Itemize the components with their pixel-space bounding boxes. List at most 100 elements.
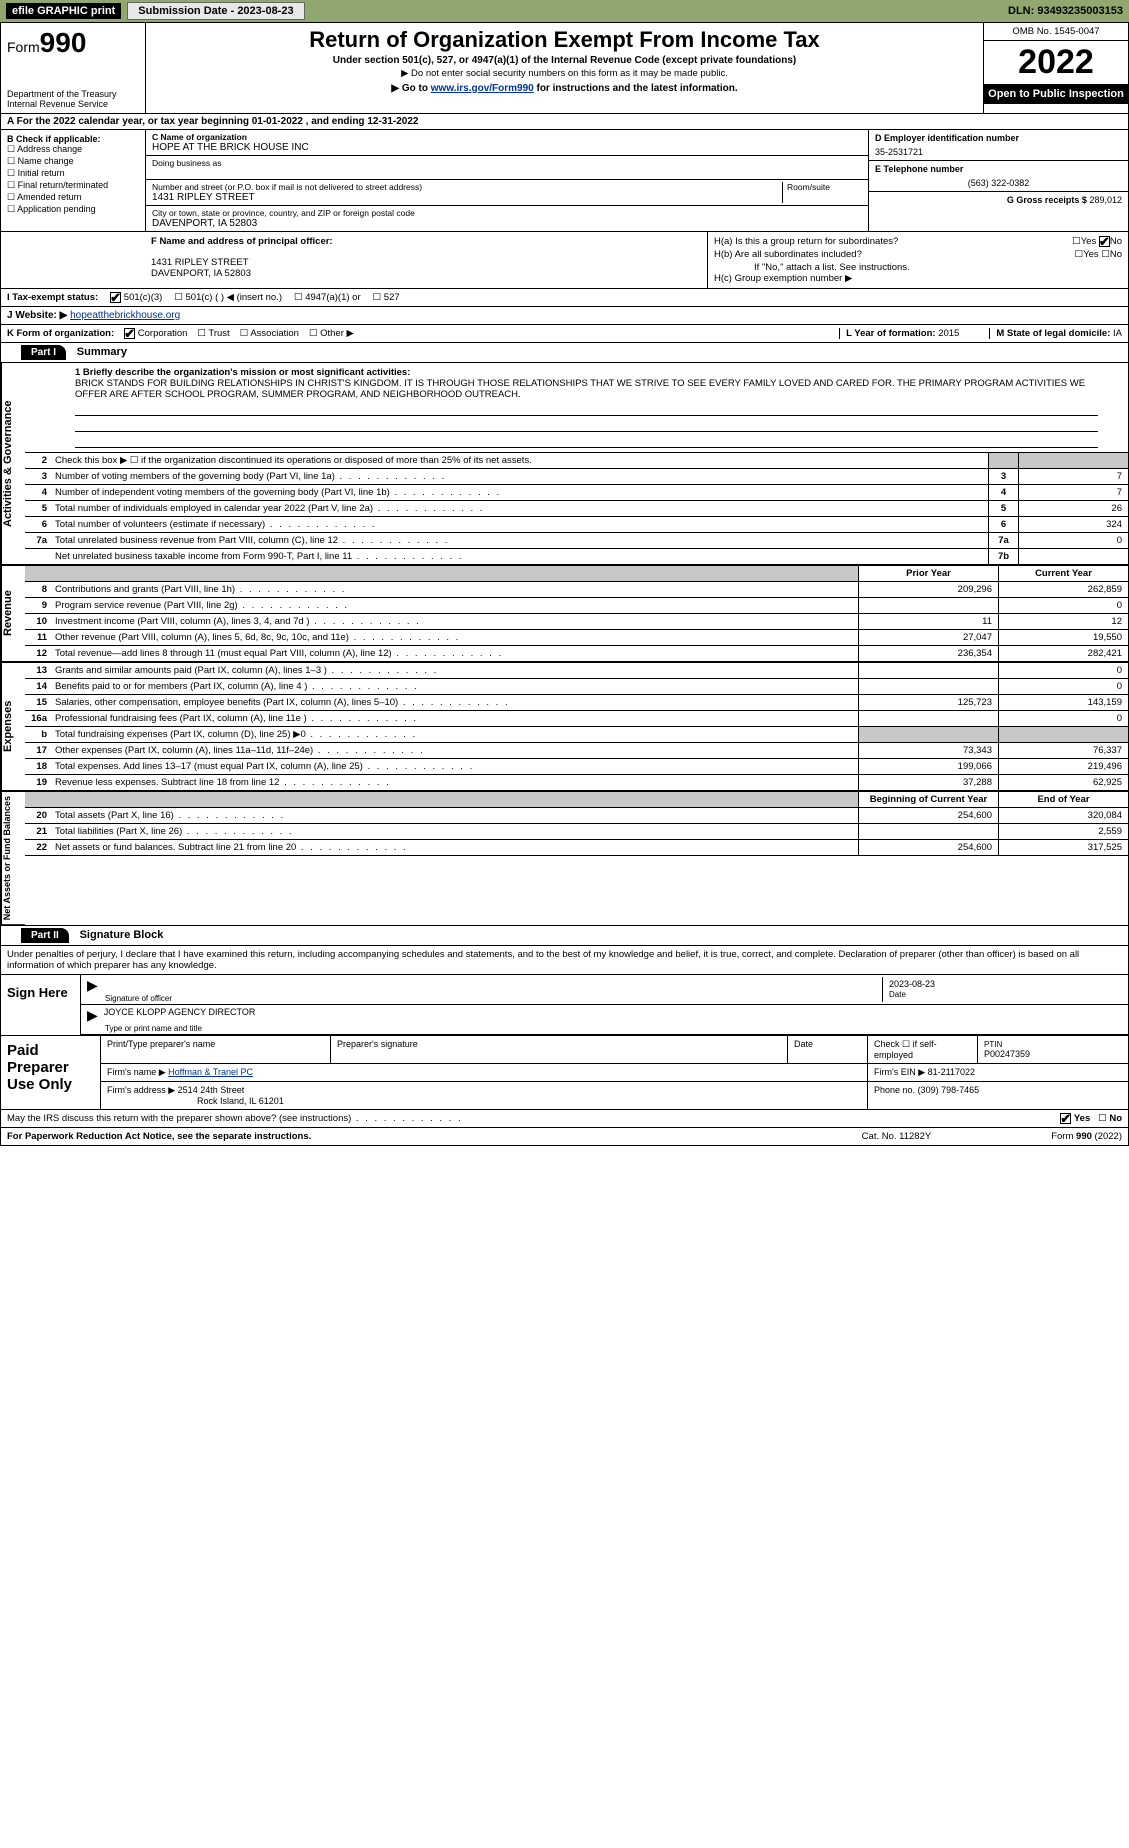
q-box: 5 (988, 501, 1018, 516)
firm-addr2: Rock Island, IL 61201 (107, 1096, 284, 1106)
website-link[interactable]: hopeatthebrickhouse.org (70, 310, 180, 321)
chk-initial-return[interactable]: ☐ Initial return (7, 168, 139, 179)
submission-btn[interactable]: Submission Date - 2023-08-23 (127, 2, 304, 20)
firm-ein-label: Firm's EIN ▶ (874, 1067, 925, 1077)
vtab-governance: Activities & Governance (1, 363, 25, 565)
part1-header: Part I Summary (1, 343, 1128, 363)
firm-name-link[interactable]: Hoffman & Tranel PC (168, 1067, 253, 1077)
header-right: OMB No. 1545-0047 2022 Open to Public In… (983, 23, 1128, 113)
ptin-label: PTIN (984, 1040, 1002, 1049)
q-text: Total number of individuals employed in … (51, 501, 988, 516)
row-j-website: J Website: ▶ hopeatthebrickhouse.org (1, 307, 1128, 325)
tax-year: 2022 (984, 41, 1128, 84)
box-f-officer: F Name and address of principal officer:… (1, 232, 708, 288)
q-text: Revenue less expenses. Subtract line 18 … (51, 775, 858, 790)
paid-label: Paid Preparer Use Only (1, 1036, 101, 1109)
prior-val: 199,066 (858, 759, 998, 774)
q-val: 324 (1018, 517, 1128, 532)
chk-amended[interactable]: ☐ Amended return (7, 192, 139, 203)
gov-row-6: 6 Total number of volunteers (estimate i… (25, 517, 1128, 533)
q-box: 7a (988, 533, 1018, 548)
org-assoc[interactable]: ☐ Association (240, 328, 299, 339)
rev-hdr-spacer (25, 566, 858, 581)
chk-app-pending[interactable]: ☐ Application pending (7, 204, 139, 215)
q-num: 20 (25, 808, 51, 823)
hb-yesno: ☐Yes ☐No (1075, 249, 1122, 260)
ha-text: H(a) Is this a group return for subordin… (714, 236, 898, 247)
data-row: 15 Salaries, other compensation, employe… (25, 695, 1128, 711)
sign-fields: ▶ Signature of officer 2023-08-23 Date ▶… (81, 975, 1128, 1035)
q-num: 2 (25, 453, 51, 468)
org-corp[interactable]: Corporation (124, 328, 187, 339)
firm-phone-label: Phone no. (874, 1085, 915, 1095)
row-k-form-org: K Form of organization: Corporation ☐ Tr… (1, 325, 1128, 343)
paid-grid: Print/Type preparer's name Preparer's si… (101, 1036, 1128, 1109)
org-other[interactable]: ☐ Other ▶ (309, 328, 354, 339)
current-val: 219,496 (998, 759, 1128, 774)
q-num: 22 (25, 840, 51, 855)
rev-header-row: Prior Year Current Year (25, 566, 1128, 582)
q-text: Number of independent voting members of … (51, 485, 988, 500)
mission-uline3 (75, 434, 1098, 448)
mission-uline1 (75, 402, 1098, 416)
preparer-date-hdr: Date (788, 1036, 868, 1063)
data-row: 16a Professional fundraising fees (Part … (25, 711, 1128, 727)
sig-name-line: ▶ JOYCE KLOPP AGENCY DIRECTOR Type or pr… (81, 1005, 1128, 1035)
q-num: 7a (25, 533, 51, 548)
section-bcd: B Check if applicable: ☐ Address change … (1, 130, 1128, 232)
firm-ein-cell: Firm's EIN ▶ 81-2117022 (868, 1064, 1128, 1081)
q-text: Total revenue—add lines 8 through 11 (mu… (51, 646, 858, 661)
q-num: 14 (25, 679, 51, 694)
website-label: J Website: ▶ (7, 310, 70, 321)
chk-501c3[interactable] (110, 292, 121, 303)
preparer-selfemp-hdr: Check ☐ if self-employed (868, 1036, 978, 1063)
org-trust[interactable]: ☐ Trust (197, 328, 229, 339)
tax-501c3[interactable]: 501(c)(3) (110, 292, 162, 303)
form-990: Form990 Department of the Treasury Inter… (0, 22, 1129, 1146)
data-row: 13 Grants and similar amounts paid (Part… (25, 663, 1128, 679)
firm-addr1: 2514 24th Street (178, 1085, 245, 1095)
q-text: Benefits paid to or for members (Part IX… (51, 679, 858, 694)
q-text: Total unrelated business revenue from Pa… (51, 533, 988, 548)
part2-num: Part II (21, 928, 69, 943)
prior-val (858, 663, 998, 678)
tax-527[interactable]: ☐ 527 (373, 292, 400, 303)
phone-label: E Telephone number (875, 164, 1122, 174)
part1-title: Summary (69, 346, 127, 358)
discuss-yes-check[interactable] (1060, 1113, 1071, 1124)
q-num: 12 (25, 646, 51, 661)
chk-corp[interactable] (124, 328, 135, 339)
q-text: Total number of volunteers (estimate if … (51, 517, 988, 532)
chk-address-change[interactable]: ☐ Address change (7, 144, 139, 155)
tax-4947[interactable]: ☐ 4947(a)(1) or (294, 292, 361, 303)
net-content: Beginning of Current Year End of Year 20… (25, 792, 1128, 925)
sign-here-block: Sign Here ▶ Signature of officer 2023-08… (1, 975, 1128, 1035)
net-rows: 20 Total assets (Part X, line 16) 254,60… (25, 808, 1128, 856)
gov-row-3: 3 Number of voting members of the govern… (25, 469, 1128, 485)
ptin-value: P00247359 (984, 1049, 1030, 1059)
chk-final-return[interactable]: ☐ Final return/terminated (7, 180, 139, 191)
org-name-cell: C Name of organization HOPE AT THE BRICK… (146, 130, 868, 156)
current-val: 143,159 (998, 695, 1128, 710)
ha-no-check[interactable] (1099, 236, 1110, 247)
q-num: 6 (25, 517, 51, 532)
q-text: Number of voting members of the governin… (51, 469, 988, 484)
year-formation: L Year of formation: 2015 (839, 328, 959, 339)
tax-501c[interactable]: ☐ 501(c) ( ) ◀ (insert no.) (174, 292, 282, 303)
discuss-text: May the IRS discuss this return with the… (7, 1113, 463, 1124)
chk-name-change[interactable]: ☐ Name change (7, 156, 139, 167)
q-val: 7 (1018, 485, 1128, 500)
data-row: b Total fundraising expenses (Part IX, c… (25, 727, 1128, 743)
q-num: 5 (25, 501, 51, 516)
current-val: 0 (998, 679, 1128, 694)
governance-section: Activities & Governance 1 Briefly descri… (1, 363, 1128, 565)
q-num: 4 (25, 485, 51, 500)
q-box: 6 (988, 517, 1018, 532)
irs-link[interactable]: www.irs.gov/Form990 (431, 83, 534, 94)
city-label: City or town, state or province, country… (152, 208, 862, 218)
current-val: 320,084 (998, 808, 1128, 823)
city-value: DAVENPORT, IA 52803 (152, 218, 862, 229)
expenses-section: Expenses 13 Grants and similar amounts p… (1, 662, 1128, 791)
form-footer: For Paperwork Reduction Act Notice, see … (1, 1128, 1128, 1145)
prior-val: 37,288 (858, 775, 998, 790)
